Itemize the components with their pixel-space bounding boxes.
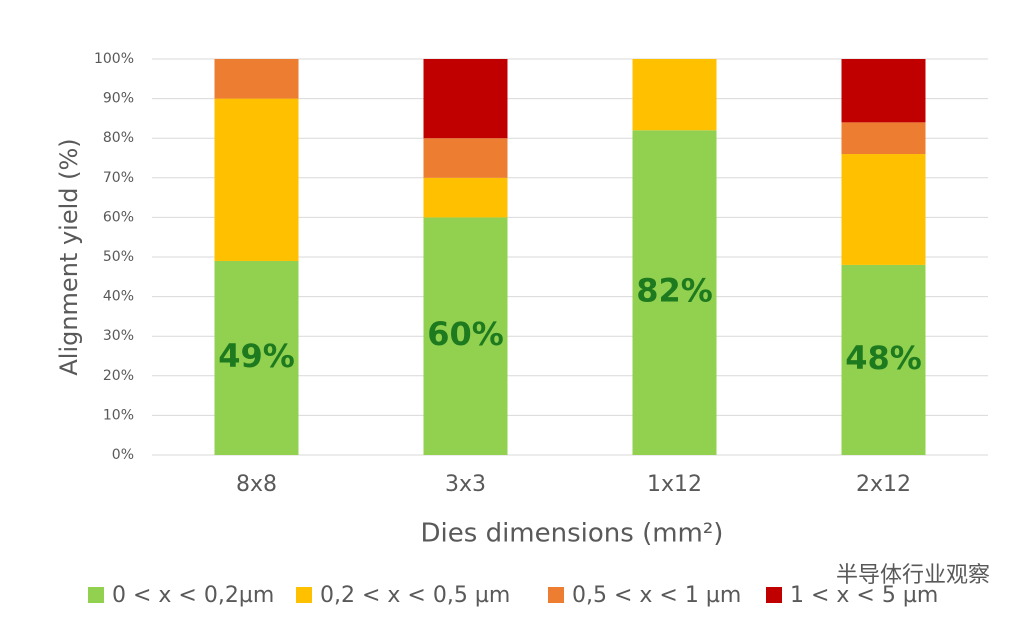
bar-segment xyxy=(841,59,926,123)
legend-swatch xyxy=(296,587,312,603)
bar-segment xyxy=(423,217,508,455)
data-label: 48% xyxy=(845,339,922,377)
y-tick-label: 30% xyxy=(103,328,134,344)
x-axis-label: Dies dimensions (mm²) xyxy=(421,519,724,549)
y-tick-label: 20% xyxy=(103,368,134,384)
y-tick-label: 90% xyxy=(103,91,134,107)
y-tick-label: 100% xyxy=(94,51,134,67)
bar-segment xyxy=(423,177,508,218)
x-tick-label: 2x12 xyxy=(856,472,911,497)
bar-segment xyxy=(841,264,926,455)
bar-segment xyxy=(841,122,926,155)
bar-segment xyxy=(214,98,299,261)
x-tick-label: 3x3 xyxy=(445,472,486,497)
legend-swatch xyxy=(548,587,564,603)
data-label: 49% xyxy=(218,337,295,375)
bar-segment xyxy=(841,154,926,265)
legend-label: 0,2 < x < 0,5 µm xyxy=(320,583,510,608)
legend-label: 0 < x < 0,2µm xyxy=(112,583,274,608)
y-tick-label: 70% xyxy=(103,170,134,186)
legend-swatch xyxy=(88,587,104,603)
bar-segment xyxy=(632,130,717,455)
bar-segment xyxy=(423,59,508,139)
legend-label: 0,5 < x < 1 µm xyxy=(572,583,741,608)
bar-segment xyxy=(423,138,508,178)
legend-label: 1 < x < 5 µm xyxy=(790,583,938,608)
y-tick-label: 10% xyxy=(103,407,134,423)
data-label: 60% xyxy=(427,315,504,353)
x-tick-label: 8x8 xyxy=(236,472,277,497)
data-label: 82% xyxy=(636,272,713,310)
y-axis-label: Alignment yield (%) xyxy=(55,138,83,375)
y-tick-label: 40% xyxy=(103,289,134,305)
y-tick-label: 60% xyxy=(103,209,134,225)
y-tick-label: 0% xyxy=(112,447,134,463)
y-tick-label: 50% xyxy=(103,249,134,265)
bar-segment xyxy=(214,260,299,455)
bar-segment xyxy=(214,59,299,99)
legend-swatch xyxy=(766,587,782,603)
y-tick-label: 80% xyxy=(103,130,134,146)
x-tick-label: 1x12 xyxy=(647,472,702,497)
watermark: 半导体行业观察 xyxy=(836,563,990,588)
bar-segment xyxy=(632,59,717,131)
